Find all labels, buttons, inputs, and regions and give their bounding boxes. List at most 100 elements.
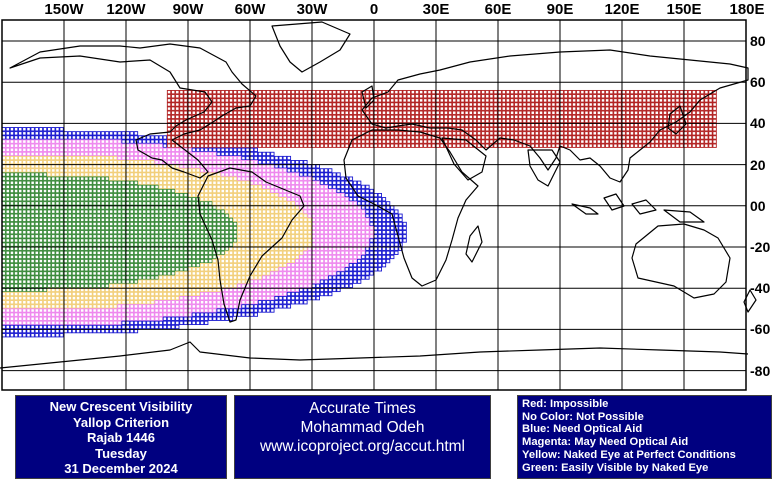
- visibility-cell: [295, 217, 300, 223]
- visibility-cell: [146, 263, 151, 268]
- visibility-cell: [166, 192, 172, 198]
- visibility-cell: [398, 102, 403, 107]
- visibility-cell: [671, 94, 676, 99]
- visibility-cell: [26, 151, 31, 157]
- visibility-cell: [307, 197, 312, 202]
- visibility-cell: [286, 127, 292, 132]
- visibility-cell: [307, 180, 312, 185]
- visibility-cell: [638, 94, 643, 99]
- visibility-cell: [344, 143, 349, 148]
- visibility-cell: [171, 160, 176, 165]
- visibility-cell: [166, 230, 172, 235]
- visibility-cell: [42, 180, 48, 185]
- visibility-cell: [303, 89, 308, 95]
- visibility-cell: [592, 102, 597, 107]
- visibility-cell: [175, 271, 180, 276]
- visibility-cell: [245, 234, 250, 239]
- visibility-cell: [303, 254, 308, 260]
- visibility-cell: [481, 118, 486, 124]
- visibility-cell: [402, 225, 407, 231]
- visibility-cell: [295, 188, 300, 194]
- visibility-cell: [303, 135, 308, 140]
- visibility-cell: [191, 106, 196, 111]
- visibility-cell: [352, 275, 358, 280]
- visibility-cell: [485, 110, 490, 115]
- visibility-cell: [117, 151, 122, 157]
- visibility-cell: [183, 98, 188, 103]
- visibility-cell: [398, 110, 403, 115]
- visibility-cell: [352, 221, 358, 227]
- visibility-cell: [476, 122, 482, 128]
- visibility-cell: [117, 160, 122, 165]
- visibility-cell: [18, 192, 23, 198]
- visibility-cell: [679, 143, 684, 148]
- visibility-cell: [344, 131, 349, 136]
- visibility-cell: [228, 192, 234, 198]
- visibility-cell: [34, 139, 39, 144]
- visibility-cell: [187, 230, 192, 235]
- visibility-cell: [233, 263, 238, 268]
- visibility-cell: [295, 131, 300, 136]
- visibility-cell: [274, 135, 279, 140]
- visibility-cell: [435, 89, 440, 95]
- visibility-cell: [183, 201, 188, 206]
- visibility-cell: [547, 122, 552, 128]
- visibility-cell: [96, 221, 101, 227]
- visibility-cell: [55, 267, 60, 272]
- visibility-cell: [398, 213, 403, 218]
- visibility-cell: [435, 102, 440, 107]
- visibility-cell: [125, 213, 130, 218]
- visibility-cell: [125, 217, 130, 223]
- visibility-cell: [183, 267, 188, 272]
- visibility-cell: [584, 143, 589, 148]
- visibility-cell: [303, 263, 308, 268]
- visibility-cell: [257, 168, 263, 173]
- visibility-cell: [563, 102, 568, 107]
- visibility-cell: [352, 197, 358, 202]
- visibility-cell: [588, 122, 593, 128]
- visibility-cell: [328, 188, 333, 194]
- visibility-cell: [299, 242, 304, 247]
- visibility-cell: [228, 271, 234, 276]
- visibility-cell: [261, 98, 267, 103]
- visibility-cell: [319, 180, 325, 185]
- visibility-cell: [567, 94, 573, 99]
- visibility-cell: [228, 221, 234, 227]
- visibility-cell: [261, 89, 267, 95]
- visibility-cell: [171, 131, 176, 136]
- visibility-cell: [559, 110, 564, 115]
- visibility-cell: [51, 192, 56, 198]
- visibility-cell: [75, 160, 81, 165]
- visibility-cell: [199, 180, 205, 185]
- visibility-cell: [55, 143, 60, 148]
- visibility-cell: [9, 267, 15, 272]
- visibility-cell: [100, 188, 106, 194]
- visibility-cell: [55, 180, 60, 185]
- visibility-cell: [307, 110, 312, 115]
- visibility-cell: [464, 114, 469, 120]
- visibility-cell: [59, 254, 64, 260]
- visibility-cell: [92, 155, 97, 161]
- visibility-cell: [146, 135, 151, 140]
- visibility-cell: [9, 238, 15, 243]
- visibility-cell: [175, 234, 180, 239]
- visibility-cell: [357, 267, 362, 272]
- visibility-cell: [208, 160, 213, 165]
- visibility-cell: [162, 168, 168, 173]
- visibility-cell: [270, 225, 275, 231]
- visibility-cell: [286, 197, 292, 202]
- visibility-cell: [596, 118, 602, 124]
- visibility-cell: [117, 164, 122, 169]
- visibility-cell: [315, 254, 320, 260]
- visibility-cell: [559, 118, 564, 124]
- visibility-cell: [340, 89, 345, 95]
- visibility-cell: [30, 139, 35, 144]
- visibility-cell: [406, 98, 411, 103]
- visibility-cell: [51, 258, 56, 264]
- visibility-cell: [319, 114, 325, 120]
- visibility-cell: [150, 238, 155, 243]
- visibility-cell: [113, 143, 118, 148]
- visibility-cell: [199, 254, 205, 260]
- visibility-cell: [464, 94, 469, 99]
- visibility-cell: [357, 279, 362, 284]
